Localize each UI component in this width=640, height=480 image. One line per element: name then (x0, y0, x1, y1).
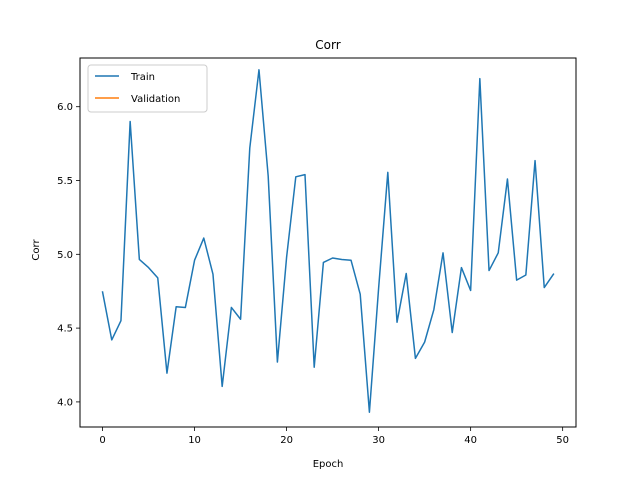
y-axis: 4.0 4.5 5.0 5.5 6.0 (57, 102, 80, 408)
y-tick-label: 4.5 (57, 324, 73, 335)
y-tick-label: 5.5 (57, 176, 73, 187)
legend-label-validation: Validation (131, 94, 180, 105)
y-tick-label: 6.0 (57, 102, 73, 113)
x-tick-label: 30 (372, 435, 385, 446)
axes-frame (79, 57, 577, 428)
x-tick-label: 0 (99, 435, 105, 446)
x-tick-label: 50 (556, 435, 569, 446)
x-axis-label: Epoch (313, 459, 344, 470)
legend-label-train: Train (130, 72, 155, 83)
x-tick-label: 20 (280, 435, 293, 446)
legend: Train Validation (87, 64, 208, 113)
plot-area (79, 57, 577, 428)
x-axis: 0 10 20 30 40 50 (99, 427, 569, 446)
y-axis-label: Corr (31, 239, 42, 261)
x-tick-label: 10 (188, 435, 201, 446)
chart-title: Corr (315, 38, 340, 52)
y-tick-label: 5.0 (57, 250, 73, 261)
y-tick-label: 4.0 (57, 397, 73, 408)
series-line-train (101, 69, 555, 413)
x-tick-label: 40 (464, 435, 477, 446)
